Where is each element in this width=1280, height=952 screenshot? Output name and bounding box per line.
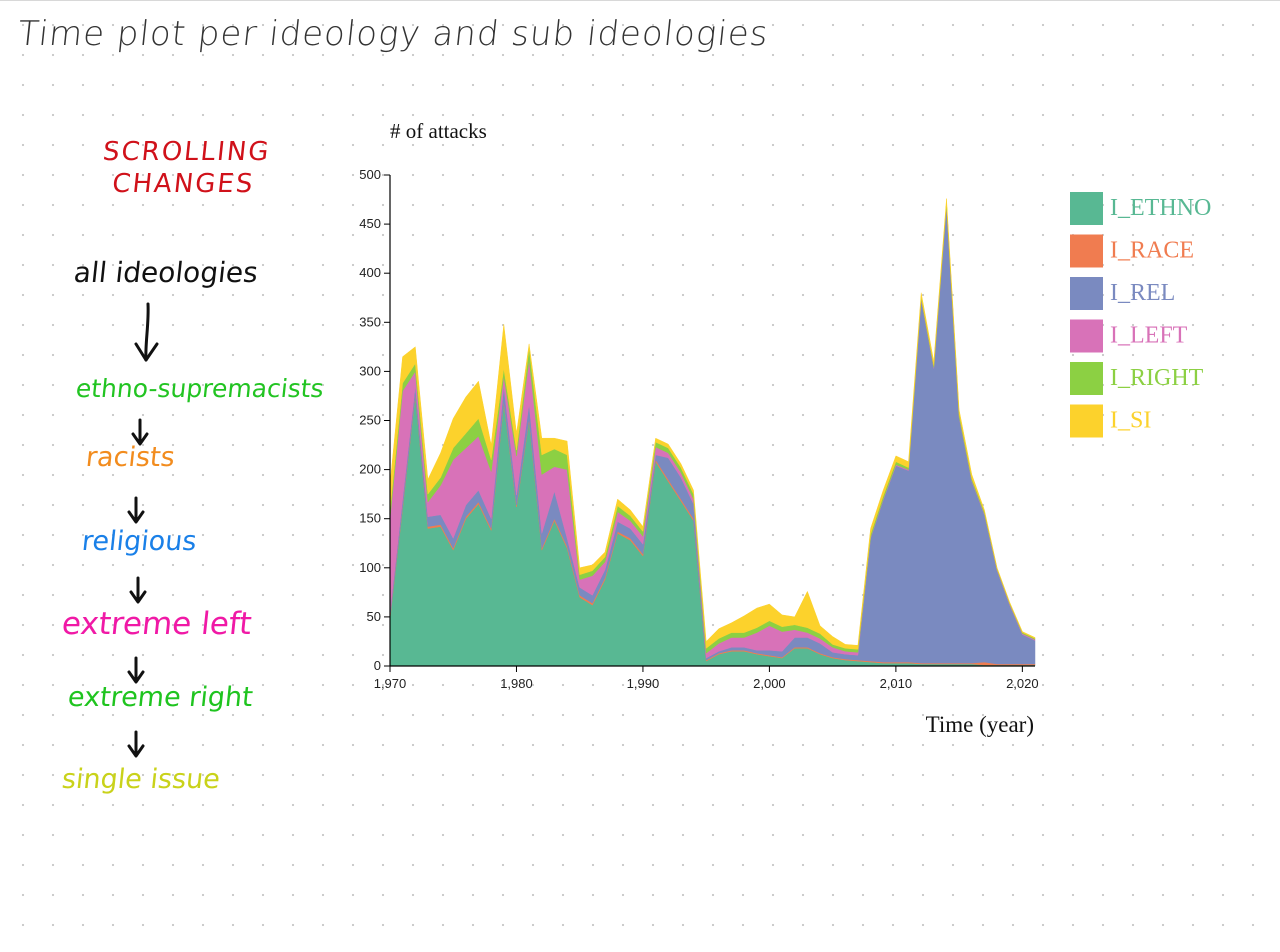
scrolling-note-line1: SCROLLING — [101, 137, 272, 167]
legend-label: I_RACE — [1110, 238, 1194, 264]
x-tick-label: 2,000 — [753, 676, 786, 691]
y-tick-label: 250 — [359, 413, 381, 428]
x-tick-label: 2,020 — [1006, 676, 1039, 691]
page-title: Time plot per ideology and sub ideologie… — [15, 14, 771, 54]
y-tick-label: 150 — [359, 511, 381, 526]
legend-swatch — [1070, 319, 1103, 353]
x-tick-label: 1,970 — [374, 676, 407, 691]
legend-label: I_LEFT — [1110, 323, 1188, 349]
legend-label: I_ETHNO — [1110, 195, 1211, 221]
legend-label: I_RIGHT — [1110, 365, 1204, 391]
legend-label: I_SI — [1110, 408, 1151, 434]
y-tick-label: 450 — [359, 216, 381, 231]
arrow-down-icon — [127, 656, 145, 684]
y-tick-label: 200 — [359, 462, 381, 477]
note-extreme-left: extreme left — [60, 606, 254, 642]
arrow-down-icon — [127, 496, 145, 524]
scrolling-note-line2: CHANGES — [110, 169, 256, 199]
arrow-down-icon — [134, 302, 159, 362]
area-layers — [389, 198, 1036, 667]
note-religious: religious — [80, 526, 199, 557]
y-tick-label: 50 — [367, 609, 381, 624]
note-single-issue: single issue — [60, 764, 222, 795]
chart-title: # of attacks — [390, 119, 487, 143]
arrow-down-icon — [127, 730, 145, 758]
note-all-ideologies: all ideologies — [72, 256, 260, 289]
x-axis-label: Time (year) — [926, 712, 1034, 737]
legend-swatch — [1070, 362, 1103, 395]
note-ethno-supremacists: ethno-supremacists — [74, 374, 326, 403]
y-tick-label: 400 — [359, 265, 381, 280]
legend-swatch — [1070, 404, 1103, 438]
y-tick-label: 350 — [359, 314, 381, 329]
stacked-area-chart: # of attacks 0 50 100 150 200 250 300 350 400 450… — [359, 119, 1211, 737]
y-tick-label: 500 — [359, 167, 381, 182]
legend-swatch — [1070, 234, 1103, 268]
y-tick-label: 100 — [359, 560, 381, 575]
top-rule — [0, 0, 1280, 1]
note-extreme-right: extreme right — [66, 682, 255, 713]
y-tick-label: 300 — [359, 363, 381, 378]
x-tick-label: 1,980 — [500, 676, 533, 691]
arrow-down-icon — [131, 418, 149, 446]
legend-label: I_REL — [1110, 280, 1175, 306]
legend: I_ETHNO I_RACE I_REL I_LEFT I_RIGHT I_SI — [1070, 192, 1211, 438]
x-tick-label: 1,990 — [627, 676, 660, 691]
legend-swatch — [1070, 277, 1103, 310]
axes: 0 50 100 150 200 250 300 350 400 450 500 1,970 1,980… — [359, 167, 1038, 691]
arrow-down-icon — [129, 576, 147, 604]
area-i-si — [389, 198, 1036, 650]
scrolling-changes-note: SCROLLING CHANGES — [87, 136, 284, 200]
x-tick-label: 2,010 — [880, 676, 913, 691]
y-tick-label: 0 — [374, 658, 381, 673]
legend-swatch — [1070, 192, 1103, 225]
